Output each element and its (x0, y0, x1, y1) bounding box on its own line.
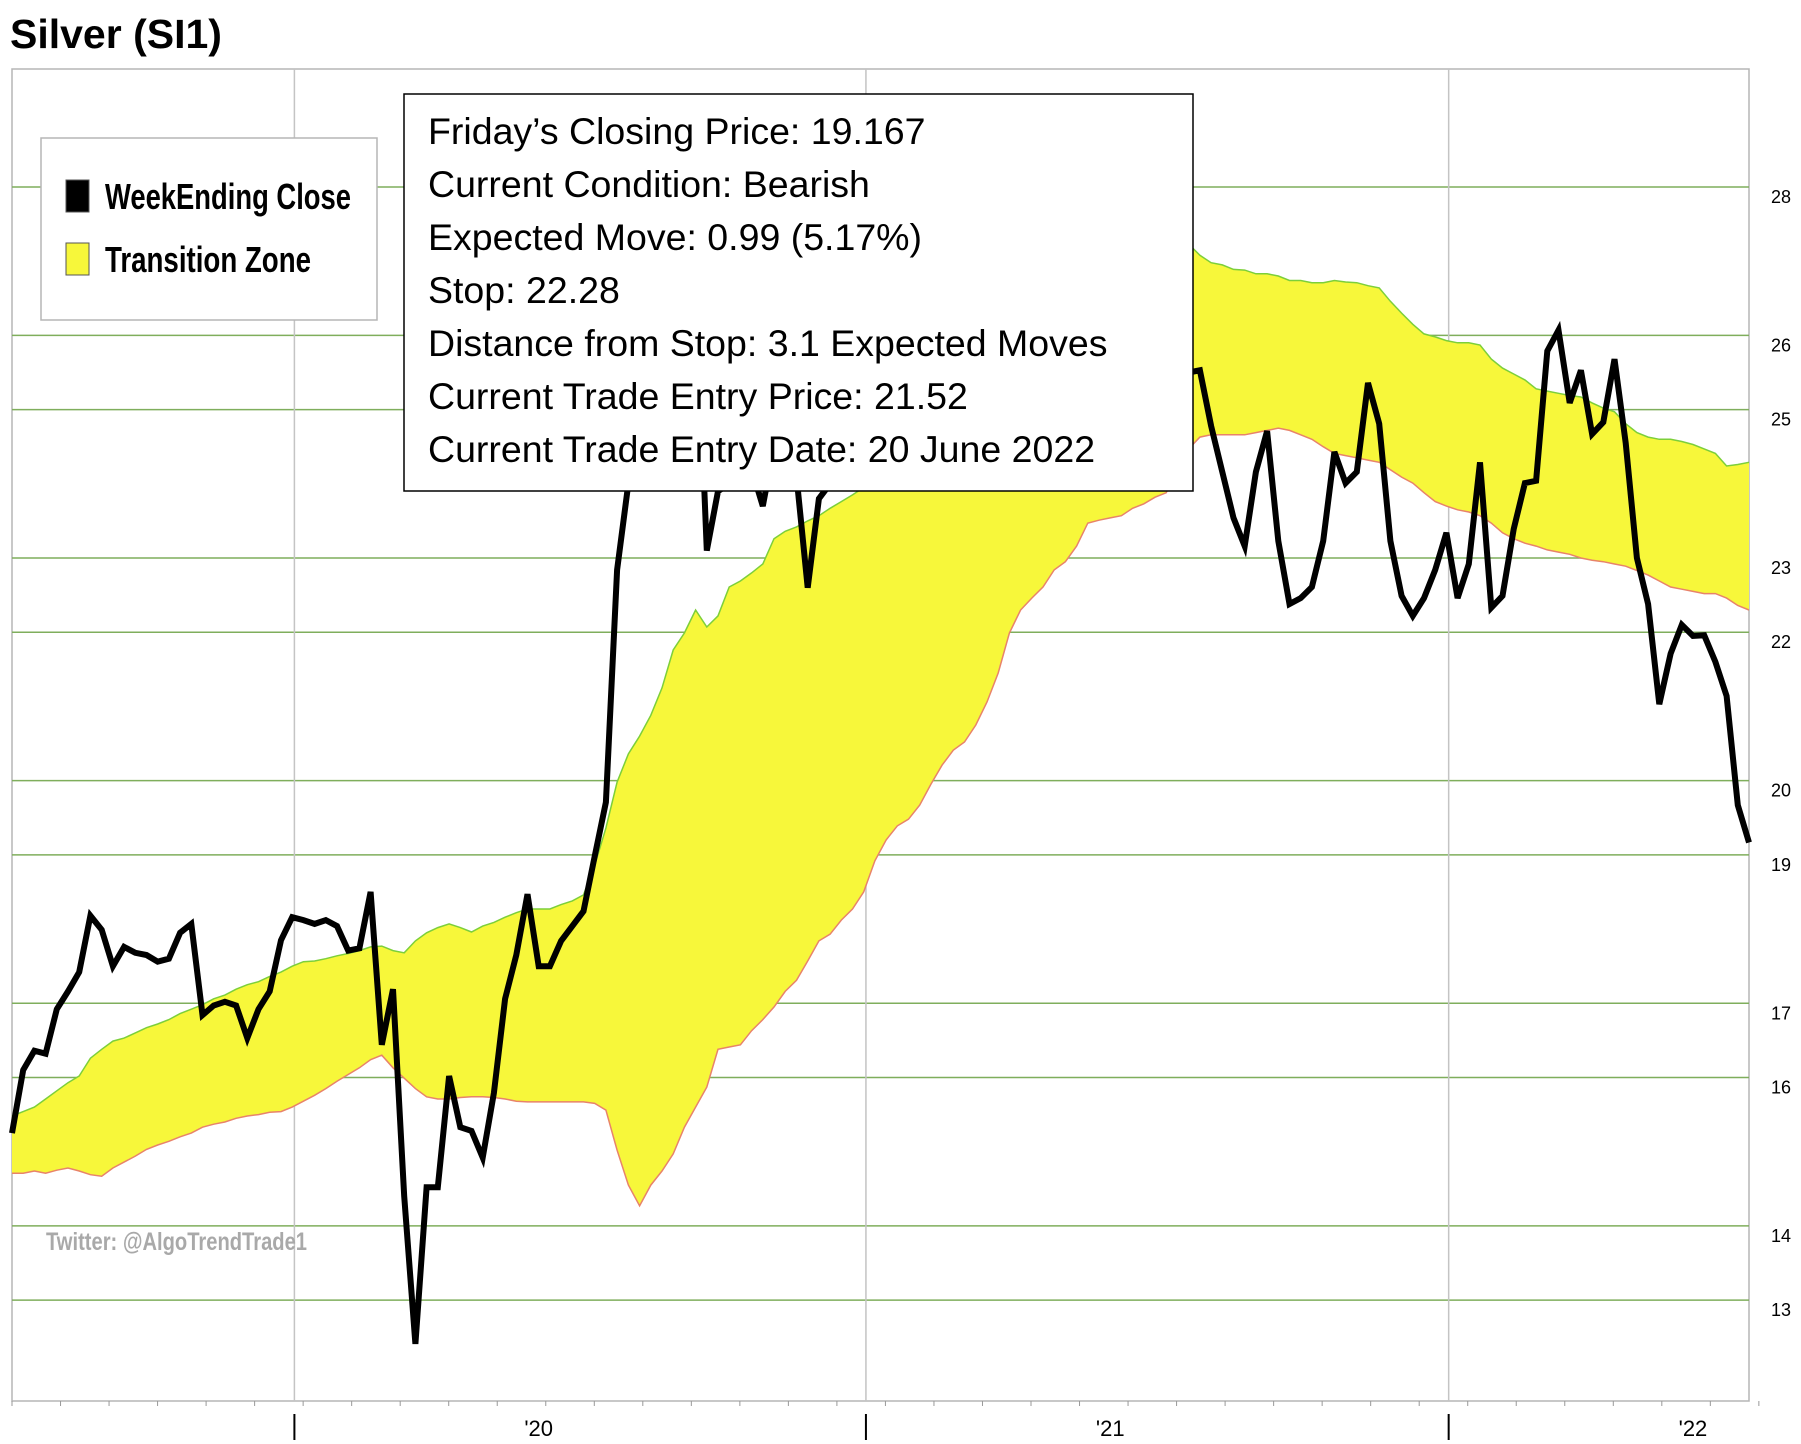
y-tick-label: 20 (1771, 781, 1791, 801)
y-tick-label: 23 (1771, 558, 1791, 578)
x-tick-label: '20 (524, 1416, 553, 1441)
y-tick-label: 17 (1771, 1003, 1791, 1023)
y-tick-label: 14 (1771, 1226, 1791, 1246)
info-line: Distance from Stop: 3.1 Expected Moves (428, 322, 1108, 364)
y-tick-label: 26 (1771, 335, 1791, 355)
legend-swatch (65, 242, 90, 276)
legend-label: Transition Zone (105, 239, 311, 280)
y-tick-label: 25 (1771, 410, 1791, 430)
y-tick-label: 19 (1771, 855, 1791, 875)
legend-swatch (65, 179, 90, 213)
info-line: Friday’s Closing Price: 19.167 (428, 110, 925, 152)
x-tick-label: '22 (1679, 1416, 1708, 1441)
info-box (403, 93, 1194, 492)
legend-label: WeekEnding Close (105, 176, 351, 217)
info-line: Current Trade Entry Date: 20 June 2022 (428, 428, 1095, 470)
info-line: Stop: 22.28 (428, 269, 620, 311)
y-tick-label: 22 (1771, 632, 1791, 652)
info-line: Current Trade Entry Price: 21.52 (428, 375, 968, 417)
x-tick-label: '21 (1096, 1416, 1125, 1441)
legend-box (40, 137, 378, 321)
info-line: Expected Move: 0.99 (5.17%) (428, 216, 922, 258)
zone-lower-edge (12, 427, 1750, 1208)
y-tick-label: 16 (1771, 1077, 1791, 1097)
chart-title: Silver (SI1) (10, 11, 222, 57)
watermark: Twitter: @AlgoTrendTrade1 (46, 1228, 307, 1256)
transition-zone (12, 244, 1749, 1206)
y-tick-label: 28 (1771, 187, 1791, 207)
plot-frame (11, 68, 1750, 1402)
info-line: Current Condition: Bearish (428, 163, 870, 205)
y-tick-label: 13 (1771, 1300, 1791, 1320)
